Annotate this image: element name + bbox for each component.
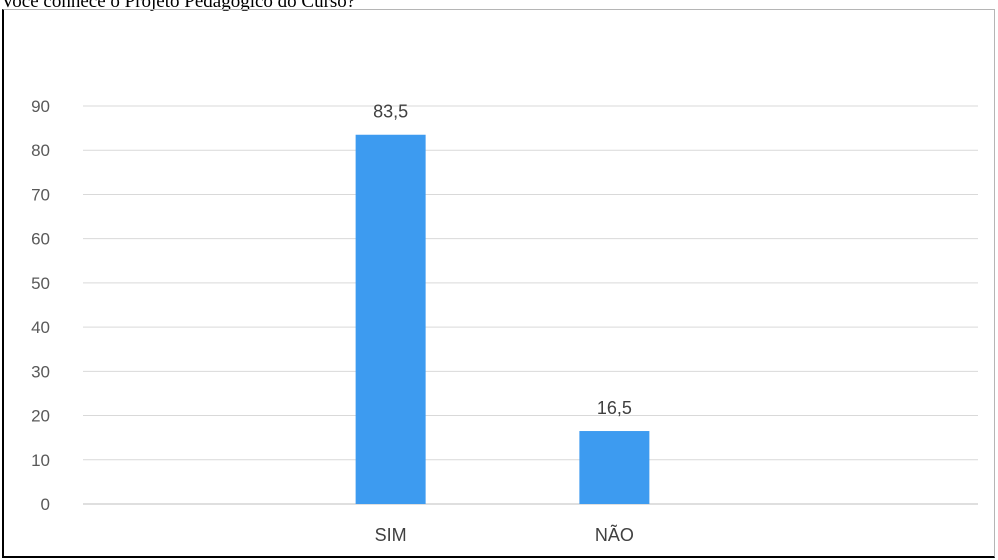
- y-tick-label: 90: [31, 97, 50, 116]
- bar-não: [579, 431, 650, 504]
- y-tick-label: 40: [31, 318, 50, 337]
- gridlines: [83, 105, 978, 505]
- bar-sim: [355, 134, 426, 504]
- data-labels: 83,5 16,5: [373, 102, 632, 418]
- data-label: 83,5: [373, 102, 408, 122]
- y-tick-label: 60: [31, 230, 50, 249]
- chart-frame: [2, 9, 995, 558]
- category-label: NÃO: [595, 524, 634, 545]
- y-tick-label: 30: [31, 362, 50, 381]
- y-tick-label: 80: [31, 141, 50, 160]
- data-label: 16,5: [597, 398, 632, 418]
- y-axis-ticks: 0 10 20 30 40 50 60 70 80 90: [31, 97, 50, 514]
- bars: [355, 134, 650, 504]
- x-axis-categories: SIM NÃO: [375, 524, 634, 545]
- y-tick-label: 70: [31, 185, 50, 204]
- y-tick-label: 50: [31, 274, 50, 293]
- category-label: SIM: [375, 525, 407, 545]
- y-tick-label: 20: [31, 407, 50, 426]
- y-tick-label: 10: [31, 451, 50, 470]
- y-tick-label: 0: [41, 495, 50, 514]
